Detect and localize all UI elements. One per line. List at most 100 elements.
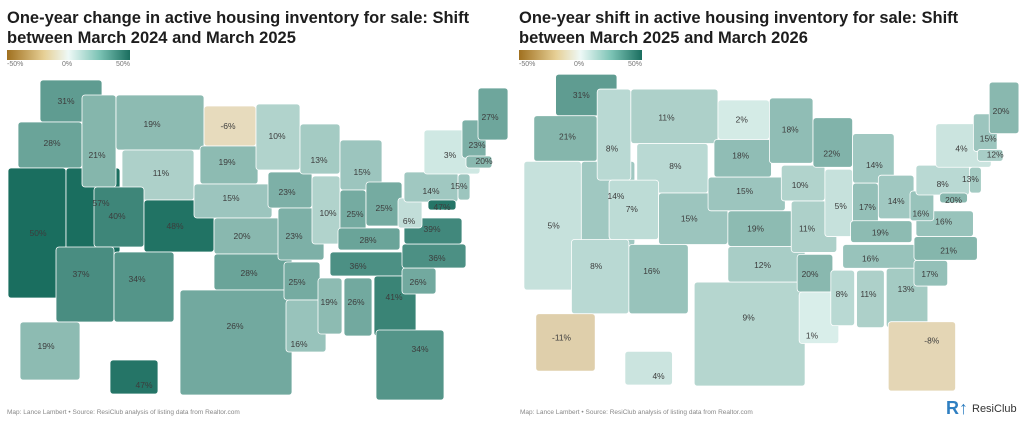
state-label-co: 15% xyxy=(681,214,698,224)
state-label-tx: 26% xyxy=(226,321,243,331)
state-label-az: 8% xyxy=(590,261,603,271)
state-label-al: 26% xyxy=(347,297,364,307)
map-title: One-year change in active housing invent… xyxy=(7,9,470,47)
state-label-ut: 40% xyxy=(108,211,125,221)
state-label-az: 37% xyxy=(72,269,89,279)
state-label-ny: 4% xyxy=(955,143,968,153)
state-id xyxy=(596,88,632,181)
state-label-ks: 20% xyxy=(233,231,250,241)
state-wi xyxy=(812,117,853,168)
state-label-va: 16% xyxy=(935,217,952,227)
legend-max: 50% xyxy=(115,61,130,68)
state-nm xyxy=(113,251,175,323)
state-nm xyxy=(628,244,689,315)
state-label-wv: 16% xyxy=(912,209,929,219)
color-legend: -50% 0% 50% xyxy=(7,50,130,70)
state-label-ar: 20% xyxy=(802,269,819,279)
state-label-sc: 26% xyxy=(409,277,426,287)
state-label-or: 21% xyxy=(559,132,576,142)
state-label-ne: 15% xyxy=(736,186,753,196)
legend-gradient xyxy=(7,50,130,60)
state-label-ok: 12% xyxy=(754,260,771,270)
map-panel-2024-2025: One-year change in active housing invent… xyxy=(7,9,509,416)
source-footer: Map: Lance Lambert • Source: ResiClub an… xyxy=(520,409,753,416)
state-label-co: 48% xyxy=(166,221,183,231)
state-md xyxy=(939,192,968,204)
state-label-nv: 14% xyxy=(608,191,625,201)
legend-min: -50% xyxy=(7,61,24,68)
state-label-ak: -11% xyxy=(552,333,572,343)
state-label-mi: 15% xyxy=(353,167,370,177)
state-hi xyxy=(109,359,159,395)
state-label-pa: 14% xyxy=(422,186,439,196)
state-label-va: 39% xyxy=(423,224,440,234)
state-label-ca: 50% xyxy=(29,228,46,238)
state-label-ky: 19% xyxy=(872,228,889,238)
state-label-fl: -8% xyxy=(924,335,939,345)
state-label-ne: 15% xyxy=(222,193,239,203)
state-label-ia: 10% xyxy=(792,180,809,190)
legend-mid: 0% xyxy=(62,61,73,68)
state-ky xyxy=(850,220,913,243)
state-nj xyxy=(969,166,982,194)
state-label-wy: 11% xyxy=(153,168,170,178)
state-label-oh: 14% xyxy=(888,196,905,206)
state-label-ak: 19% xyxy=(37,341,54,351)
state-id xyxy=(81,94,117,188)
state-wi xyxy=(299,123,341,175)
state-label-mo: 11% xyxy=(799,224,816,234)
state-label-ok: 28% xyxy=(240,268,257,278)
state-md xyxy=(427,199,457,211)
state-label-tx: 9% xyxy=(743,313,756,323)
state-label-wv: 6% xyxy=(403,216,416,226)
state-label-mn: 18% xyxy=(782,125,799,135)
state-label-ca: 5% xyxy=(548,221,561,231)
state-label-in: 25% xyxy=(346,209,363,219)
state-label-mi: 14% xyxy=(866,160,883,170)
state-label-tn: 36% xyxy=(349,261,366,271)
state-ma xyxy=(465,155,493,169)
state-label-ma: 12% xyxy=(987,149,1004,159)
state-label-oh: 25% xyxy=(375,203,392,213)
state-label-md: 47% xyxy=(433,202,450,212)
state-label-id: 8% xyxy=(606,143,619,153)
state-az xyxy=(55,246,115,323)
state-label-nm: 34% xyxy=(128,274,145,284)
state-label-hi: 4% xyxy=(652,371,665,381)
state-label-ny: 3% xyxy=(444,150,457,160)
state-label-ms: 8% xyxy=(836,289,849,299)
legend-gradient xyxy=(519,50,642,60)
state-label-sd: 18% xyxy=(732,150,749,160)
state-tn xyxy=(329,251,405,277)
state-label-nd: 2% xyxy=(736,115,749,125)
state-label-sc: 17% xyxy=(921,269,938,279)
state-label-la: 1% xyxy=(806,331,819,341)
state-label-fl: 34% xyxy=(411,344,428,354)
state-label-wa: 31% xyxy=(57,96,74,106)
state-label-ma: 20% xyxy=(475,156,492,166)
state-label-ga: 41% xyxy=(385,292,402,302)
state-label-nh: 23% xyxy=(468,140,485,150)
state-label-ut: 7% xyxy=(626,204,639,214)
state-fl xyxy=(887,321,956,392)
state-label-md: 20% xyxy=(945,195,962,205)
state-label-nj: 13% xyxy=(962,174,979,184)
state-ms xyxy=(830,269,855,327)
state-ms xyxy=(317,277,343,335)
state-ky xyxy=(337,227,401,251)
state-label-ia: 23% xyxy=(278,187,295,197)
legend-min: -50% xyxy=(519,61,536,68)
state-label-ks: 19% xyxy=(747,224,764,234)
state-label-sd: 19% xyxy=(218,157,235,167)
resiclub-logo: R↑ ResiClub xyxy=(946,398,1017,419)
state-label-ar: 25% xyxy=(288,277,305,287)
state-label-nc: 21% xyxy=(940,245,957,255)
state-label-or: 28% xyxy=(43,138,60,148)
state-label-hi: 47% xyxy=(135,380,152,390)
state-az xyxy=(571,239,630,315)
state-label-ms: 19% xyxy=(320,297,337,307)
state-label-nc: 36% xyxy=(428,253,445,263)
map-panel-2025-2026: One-year shift in active housing invento… xyxy=(512,0,1024,427)
state-label-nv: 57% xyxy=(92,198,109,208)
color-legend: -50% 0% 50% xyxy=(519,50,642,70)
